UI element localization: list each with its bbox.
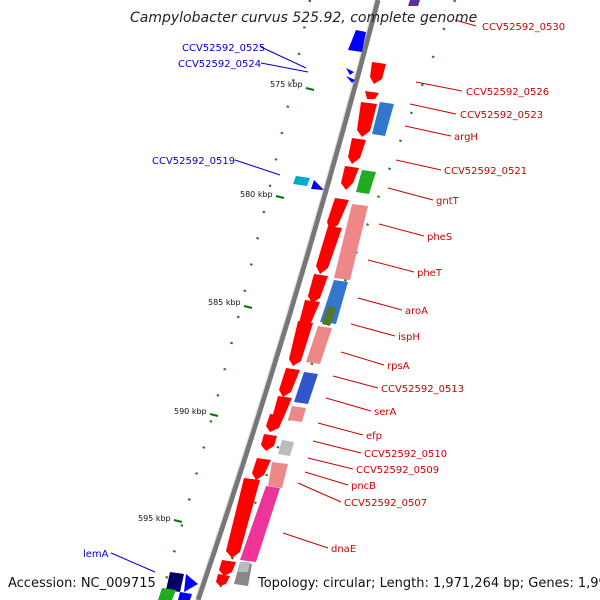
map-title: Campylobacter curvus 525.92, complete ge…	[130, 10, 477, 26]
gene-pink-1	[334, 204, 368, 280]
gene-phes	[327, 198, 349, 230]
genome-backbone	[195, 0, 381, 600]
gene-top-purple	[408, 0, 420, 6]
gene-small-b	[219, 560, 236, 576]
gene-label[interactable]: lemA	[83, 549, 109, 560]
gene-label[interactable]: CCV52592_0509	[356, 465, 439, 476]
gene-blue-bottom	[178, 592, 192, 600]
gene-pink-2	[306, 326, 332, 364]
gene-rpsa	[289, 321, 313, 366]
gene-label[interactable]: CCV52592_0507	[344, 498, 427, 509]
gene-ccv52592-0521	[348, 138, 366, 164]
gene-label[interactable]: pheT	[417, 268, 443, 279]
gene-label[interactable]: CCV52592_0523	[460, 110, 543, 121]
gene-label[interactable]: CCV52592_0530	[482, 22, 565, 33]
label-leaders	[110, 19, 477, 573]
gene-ccv52592-0509	[252, 458, 271, 480]
gene-pink-4	[268, 462, 288, 488]
gene-label[interactable]: gntT	[436, 196, 460, 207]
gene-magenta	[240, 486, 280, 562]
gene-label[interactable]: rpsA	[387, 361, 410, 372]
gene-label[interactable]: CCV52592_0521	[444, 166, 527, 177]
gene-green-2	[158, 588, 176, 600]
gene-ccv52592-0525	[346, 68, 354, 75]
gene-green-1	[356, 170, 376, 194]
gene-ccv52592-0510	[261, 434, 277, 451]
gene-label[interactable]: CCV52592_0524	[178, 59, 261, 70]
tick-marks	[173, 87, 315, 523]
gene-ccv52592-0524	[346, 76, 355, 83]
gene-small-c	[216, 574, 230, 586]
outer-dot-ring	[213, 0, 457, 600]
gene-dnae	[226, 478, 260, 558]
gene-label[interactable]: CCV52592_0513	[381, 384, 464, 395]
gene-gntt	[341, 166, 359, 190]
gene-aroa	[308, 274, 328, 303]
tick-label: 580 kbp	[240, 190, 273, 199]
gene-label[interactable]: pncB	[351, 481, 376, 492]
gene-ccv52592-0519	[293, 176, 310, 186]
gene-pink-3	[288, 406, 306, 422]
gene-olive	[322, 306, 336, 326]
topology-summary: Topology: circular; Length: 1,971,264 bp…	[257, 576, 600, 591]
gene-label[interactable]: CCV52592_0525	[182, 43, 265, 54]
gene-argh	[357, 102, 377, 137]
gene-gray-1	[278, 440, 294, 456]
gene-ccv52592-0519-arrow	[311, 180, 324, 190]
gene-label[interactable]: CCV52592_0510	[364, 449, 447, 460]
gene-ccv52592-0526	[370, 62, 386, 84]
gene-lema-arrow	[184, 574, 198, 592]
gene-gray-3	[238, 562, 250, 572]
gene-label[interactable]: serA	[374, 407, 396, 418]
tick-label: 590 kbp	[174, 407, 207, 416]
gene-label[interactable]: CCV52592_0519	[152, 156, 235, 167]
forward-genes	[216, 62, 386, 586]
gene-lema	[166, 572, 184, 592]
gene-ccv52592-0530	[348, 30, 366, 52]
gene-label[interactable]: pheS	[427, 232, 452, 243]
tick-label: 585 kbp	[208, 298, 241, 307]
accession-text: Accession: NC_009715	[8, 576, 156, 591]
gene-label[interactable]: CCV52592_0526	[466, 87, 549, 98]
tick-label: 575 kbp	[270, 80, 303, 89]
gene-label[interactable]: ispH	[398, 332, 420, 343]
gene-blue-3	[294, 372, 318, 404]
gene-label[interactable]: argH	[454, 132, 478, 143]
gene-label[interactable]: dnaE	[331, 544, 356, 555]
gene-phet	[316, 226, 342, 274]
backbone-highlight	[194, 0, 376, 600]
gene-label[interactable]: efp	[366, 431, 382, 442]
gene-ccv52592-0513	[279, 368, 300, 397]
tick-label: 595 kbp	[138, 514, 171, 523]
gene-label[interactable]: aroA	[405, 306, 428, 317]
gene-efp	[266, 414, 284, 432]
gene-small-a	[365, 91, 379, 99]
reverse-genes	[158, 0, 420, 600]
gene-ccv52592-0523	[372, 102, 394, 136]
